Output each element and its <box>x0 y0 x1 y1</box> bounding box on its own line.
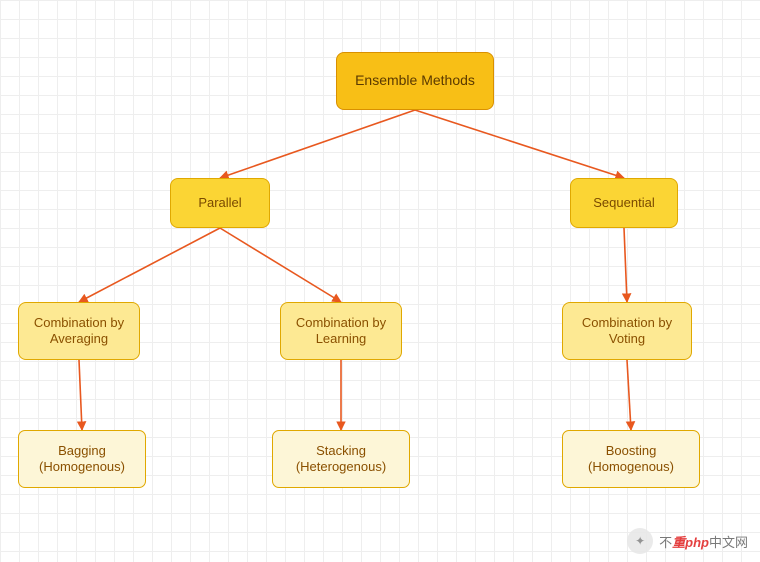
node-stack: Stacking (Heterogenous) <box>272 430 410 488</box>
node-seq: Sequential <box>570 178 678 228</box>
edge-root-seq <box>415 110 624 178</box>
watermark-icon: ✦ <box>627 528 653 554</box>
watermark-text: 不重php中文网 <box>659 532 748 551</box>
node-learn: Combination by Learning <box>280 302 402 360</box>
node-bag: Bagging (Homogenous) <box>18 430 146 488</box>
watermark-highlight: 重php <box>672 535 709 550</box>
watermark-suffix: 中文网 <box>709 535 748 550</box>
edge-seq-vote <box>624 228 627 302</box>
edge-avg-bag <box>79 360 82 430</box>
edge-parallel-learn <box>220 228 341 302</box>
edge-vote-boost <box>627 360 631 430</box>
watermark: ✦ 不重php中文网 <box>627 528 748 554</box>
edge-root-parallel <box>220 110 415 178</box>
node-boost: Boosting (Homogenous) <box>562 430 700 488</box>
node-avg: Combination by Averaging <box>18 302 140 360</box>
watermark-prefix: 不 <box>659 535 672 550</box>
node-vote: Combination by Voting <box>562 302 692 360</box>
node-root: Ensemble Methods <box>336 52 494 110</box>
node-parallel: Parallel <box>170 178 270 228</box>
edge-parallel-avg <box>79 228 220 302</box>
